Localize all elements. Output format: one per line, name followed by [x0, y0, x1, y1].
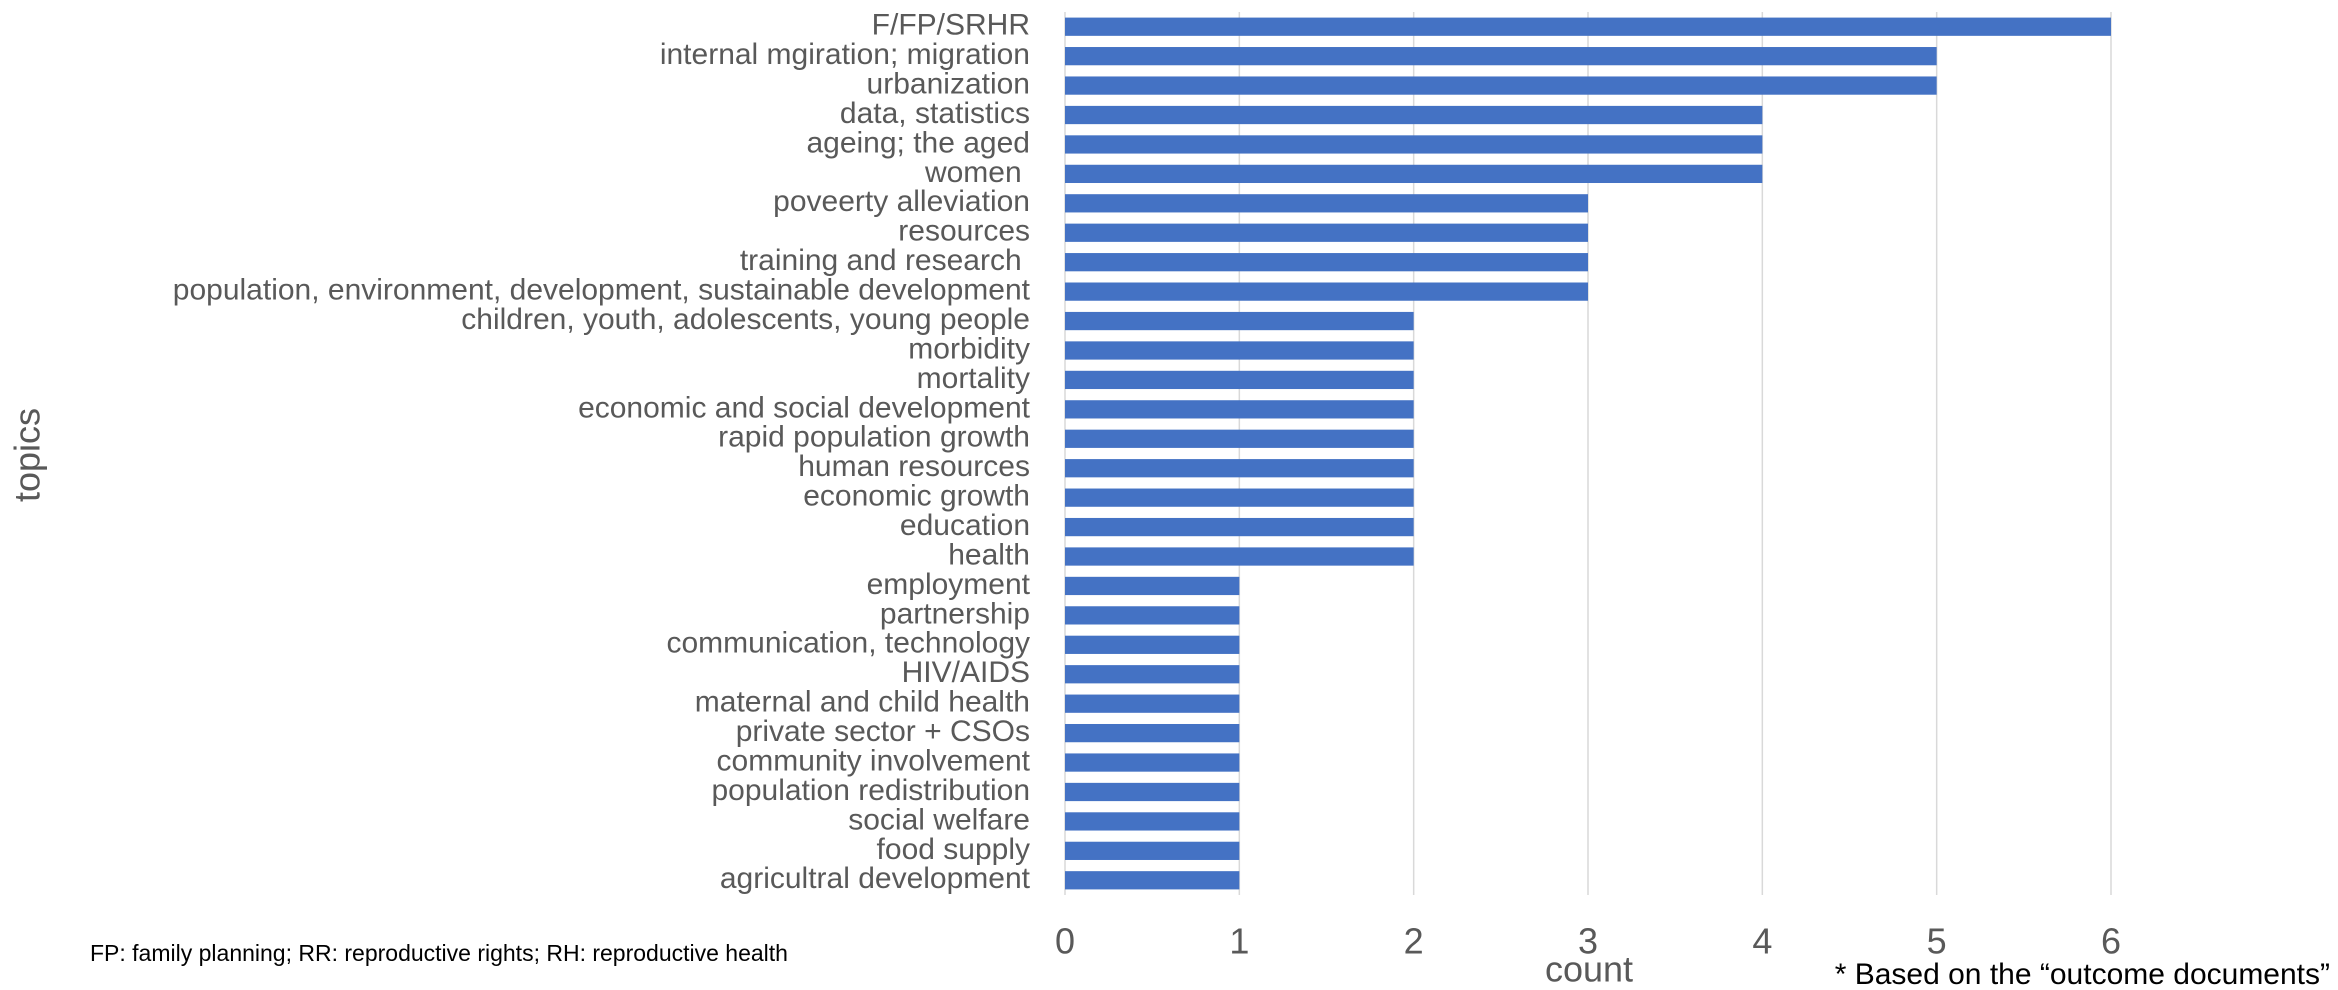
y-tick-label: women	[924, 156, 1030, 189]
y-tick-label: food supply	[877, 833, 1030, 866]
y-tick-label: education	[900, 509, 1030, 542]
y-tick-label: community involvement	[717, 744, 1031, 777]
bar	[1065, 753, 1240, 772]
bar	[1065, 194, 1588, 213]
y-tick-label: morbidity	[908, 332, 1030, 365]
bar	[1065, 635, 1240, 654]
x-tick-label: 6	[2101, 921, 2121, 962]
x-tick-label: 2	[1404, 921, 1424, 962]
y-tick-label: rapid population growth	[718, 421, 1030, 454]
bar	[1065, 76, 1937, 95]
bar	[1065, 606, 1240, 625]
bar	[1065, 370, 1414, 390]
y-tick-label: ageing; the aged	[806, 126, 1030, 159]
y-tick-label: economic growth	[803, 480, 1030, 513]
y-tick-label: population, environment, development, su…	[173, 274, 1031, 307]
y-tick-label: social welfare	[848, 803, 1030, 836]
x-tick-label: 3	[1578, 921, 1598, 962]
y-tick-label: training and research	[740, 244, 1030, 277]
y-tick-label: employment	[867, 568, 1031, 601]
x-tick-label: 5	[1927, 921, 1947, 962]
x-tick-label: 4	[1752, 921, 1772, 962]
y-tick-label: poveerty alleviation	[773, 185, 1030, 218]
y-tick-label: urbanization	[867, 68, 1030, 101]
bar	[1065, 547, 1414, 566]
y-tick-label: internal mgiration; migration	[660, 38, 1030, 71]
bar	[1065, 400, 1414, 419]
bar	[1065, 665, 1240, 684]
source-note: * Based on the “outcome documents”	[1835, 958, 2330, 990]
y-tick-label: F/FP/SRHR	[872, 9, 1030, 42]
bar	[1065, 135, 1763, 154]
bar	[1065, 812, 1240, 831]
bar	[1065, 253, 1588, 272]
y-tick-label: human resources	[798, 450, 1030, 483]
bar	[1065, 517, 1414, 537]
bar	[1065, 723, 1240, 743]
x-tick-label: 1	[1229, 921, 1249, 962]
y-tick-label: health	[948, 538, 1030, 571]
y-axis-title: topics	[7, 408, 48, 502]
bar	[1065, 576, 1240, 596]
footnote: FP: family planning; RR: reproductive ri…	[90, 940, 788, 966]
y-tick-label: population redistribution	[711, 774, 1030, 807]
bar	[1065, 164, 1763, 184]
y-tick-label: mortality	[917, 362, 1030, 395]
bar	[1065, 841, 1240, 860]
bar	[1065, 341, 1414, 360]
y-tick-label: economic and social development	[578, 391, 1031, 424]
bar	[1065, 311, 1414, 331]
bar	[1065, 459, 1414, 478]
bar	[1065, 223, 1588, 242]
y-tick-label: HIV/AIDS	[902, 656, 1030, 689]
bar	[1065, 47, 1937, 66]
bar	[1065, 871, 1240, 890]
y-tick-label: private sector + CSOs	[736, 715, 1030, 748]
bar	[1065, 105, 1763, 125]
y-tick-label: partnership	[880, 597, 1030, 630]
y-tick-label: agricultral development	[720, 862, 1031, 895]
y-tick-label: communication, technology	[666, 627, 1030, 660]
bar	[1065, 282, 1588, 301]
bar	[1065, 17, 2111, 36]
bar	[1065, 694, 1240, 713]
y-tick-label: data, statistics	[840, 97, 1030, 130]
bar	[1065, 429, 1414, 448]
bar	[1065, 782, 1240, 802]
y-tick-label: resources	[898, 215, 1030, 248]
x-tick-label: 0	[1055, 921, 1075, 962]
bar	[1065, 488, 1414, 507]
y-tick-label: children, youth, adolescents, young peop…	[461, 303, 1030, 336]
y-tick-label: maternal and child health	[695, 686, 1030, 719]
x-axis-title: count	[1545, 949, 1633, 990]
